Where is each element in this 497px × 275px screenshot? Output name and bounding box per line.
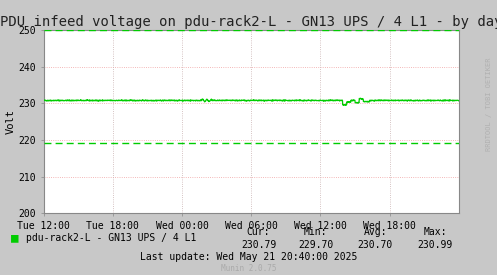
Text: 230.70: 230.70: [358, 240, 393, 250]
Text: pdu-rack2-L - GN13 UPS / 4 L1: pdu-rack2-L - GN13 UPS / 4 L1: [26, 233, 196, 243]
Y-axis label: Volt: Volt: [5, 109, 16, 134]
Text: Min:: Min:: [304, 227, 328, 237]
Text: Cur:: Cur:: [247, 227, 270, 237]
Text: 230.79: 230.79: [241, 240, 276, 250]
Text: Munin 2.0.75: Munin 2.0.75: [221, 265, 276, 273]
Text: 230.99: 230.99: [417, 240, 452, 250]
Text: 229.70: 229.70: [298, 240, 333, 250]
Text: Last update: Wed May 21 20:40:00 2025: Last update: Wed May 21 20:40:00 2025: [140, 252, 357, 262]
Text: Max:: Max:: [423, 227, 447, 237]
Text: Avg:: Avg:: [363, 227, 387, 237]
Text: ■: ■: [11, 231, 18, 244]
Text: RRDTOOL / TOBI OETIKER: RRDTOOL / TOBI OETIKER: [486, 58, 492, 151]
Title: PDU infeed voltage on pdu-rack2-L - GN13 UPS / 4 L1 - by day: PDU infeed voltage on pdu-rack2-L - GN13…: [0, 15, 497, 29]
